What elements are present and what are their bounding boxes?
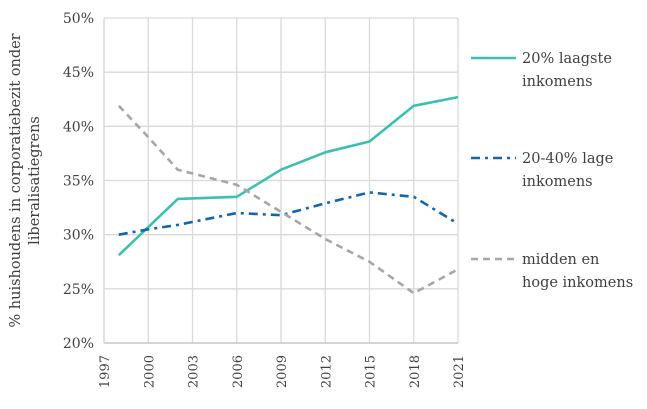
legend-label: 20% laagste [522,51,612,67]
x-tick-label: 2015 [364,355,379,388]
y-tick-label: 35% [63,174,94,190]
x-tick-label: 2003 [187,355,202,388]
series-line-1 [117,95,459,257]
x-tick-label: 2012 [319,355,334,388]
x-tick-label: 1997 [98,355,113,388]
legend-label: inkomens [522,74,593,90]
y-tick-label: 45% [63,65,94,81]
y-tick-label: 40% [63,119,94,135]
legend-label: inkomens [522,174,593,190]
x-tick-label: 2009 [275,355,290,388]
x-tick-label: 2018 [408,355,423,388]
legend-label: 20-40% lage [522,151,613,167]
y-axis-label: % huishoudens in corporatiebezit onder li… [8,33,43,327]
series-lines [117,95,459,295]
y-tick-label: 20% [63,336,94,352]
y-tick-label: 25% [63,282,94,298]
axes: 20% 25% 30% 35% 40% 45% 50% 1997 2000 2003 2006 200… [63,11,467,388]
grid [103,17,459,344]
y-tick-label: 30% [63,228,94,244]
x-tick-label: 2000 [142,355,157,388]
y-tick-label: 50% [63,11,94,27]
legend-label: hoge inkomens [522,275,633,291]
x-tick-label: 2021 [452,355,467,388]
y-axis-label-line: liberalisatiegrens [27,116,43,245]
legend-label: midden en [522,252,599,268]
series-line-3 [117,104,459,295]
series-line-2 [118,191,459,236]
legend: 20% laagste inkomens 20-40% lage inkomens mi… [471,51,633,291]
x-tick-label: 2006 [231,355,246,388]
y-axis-label-line: % huishoudens in corporatiebezit onder [8,33,24,327]
